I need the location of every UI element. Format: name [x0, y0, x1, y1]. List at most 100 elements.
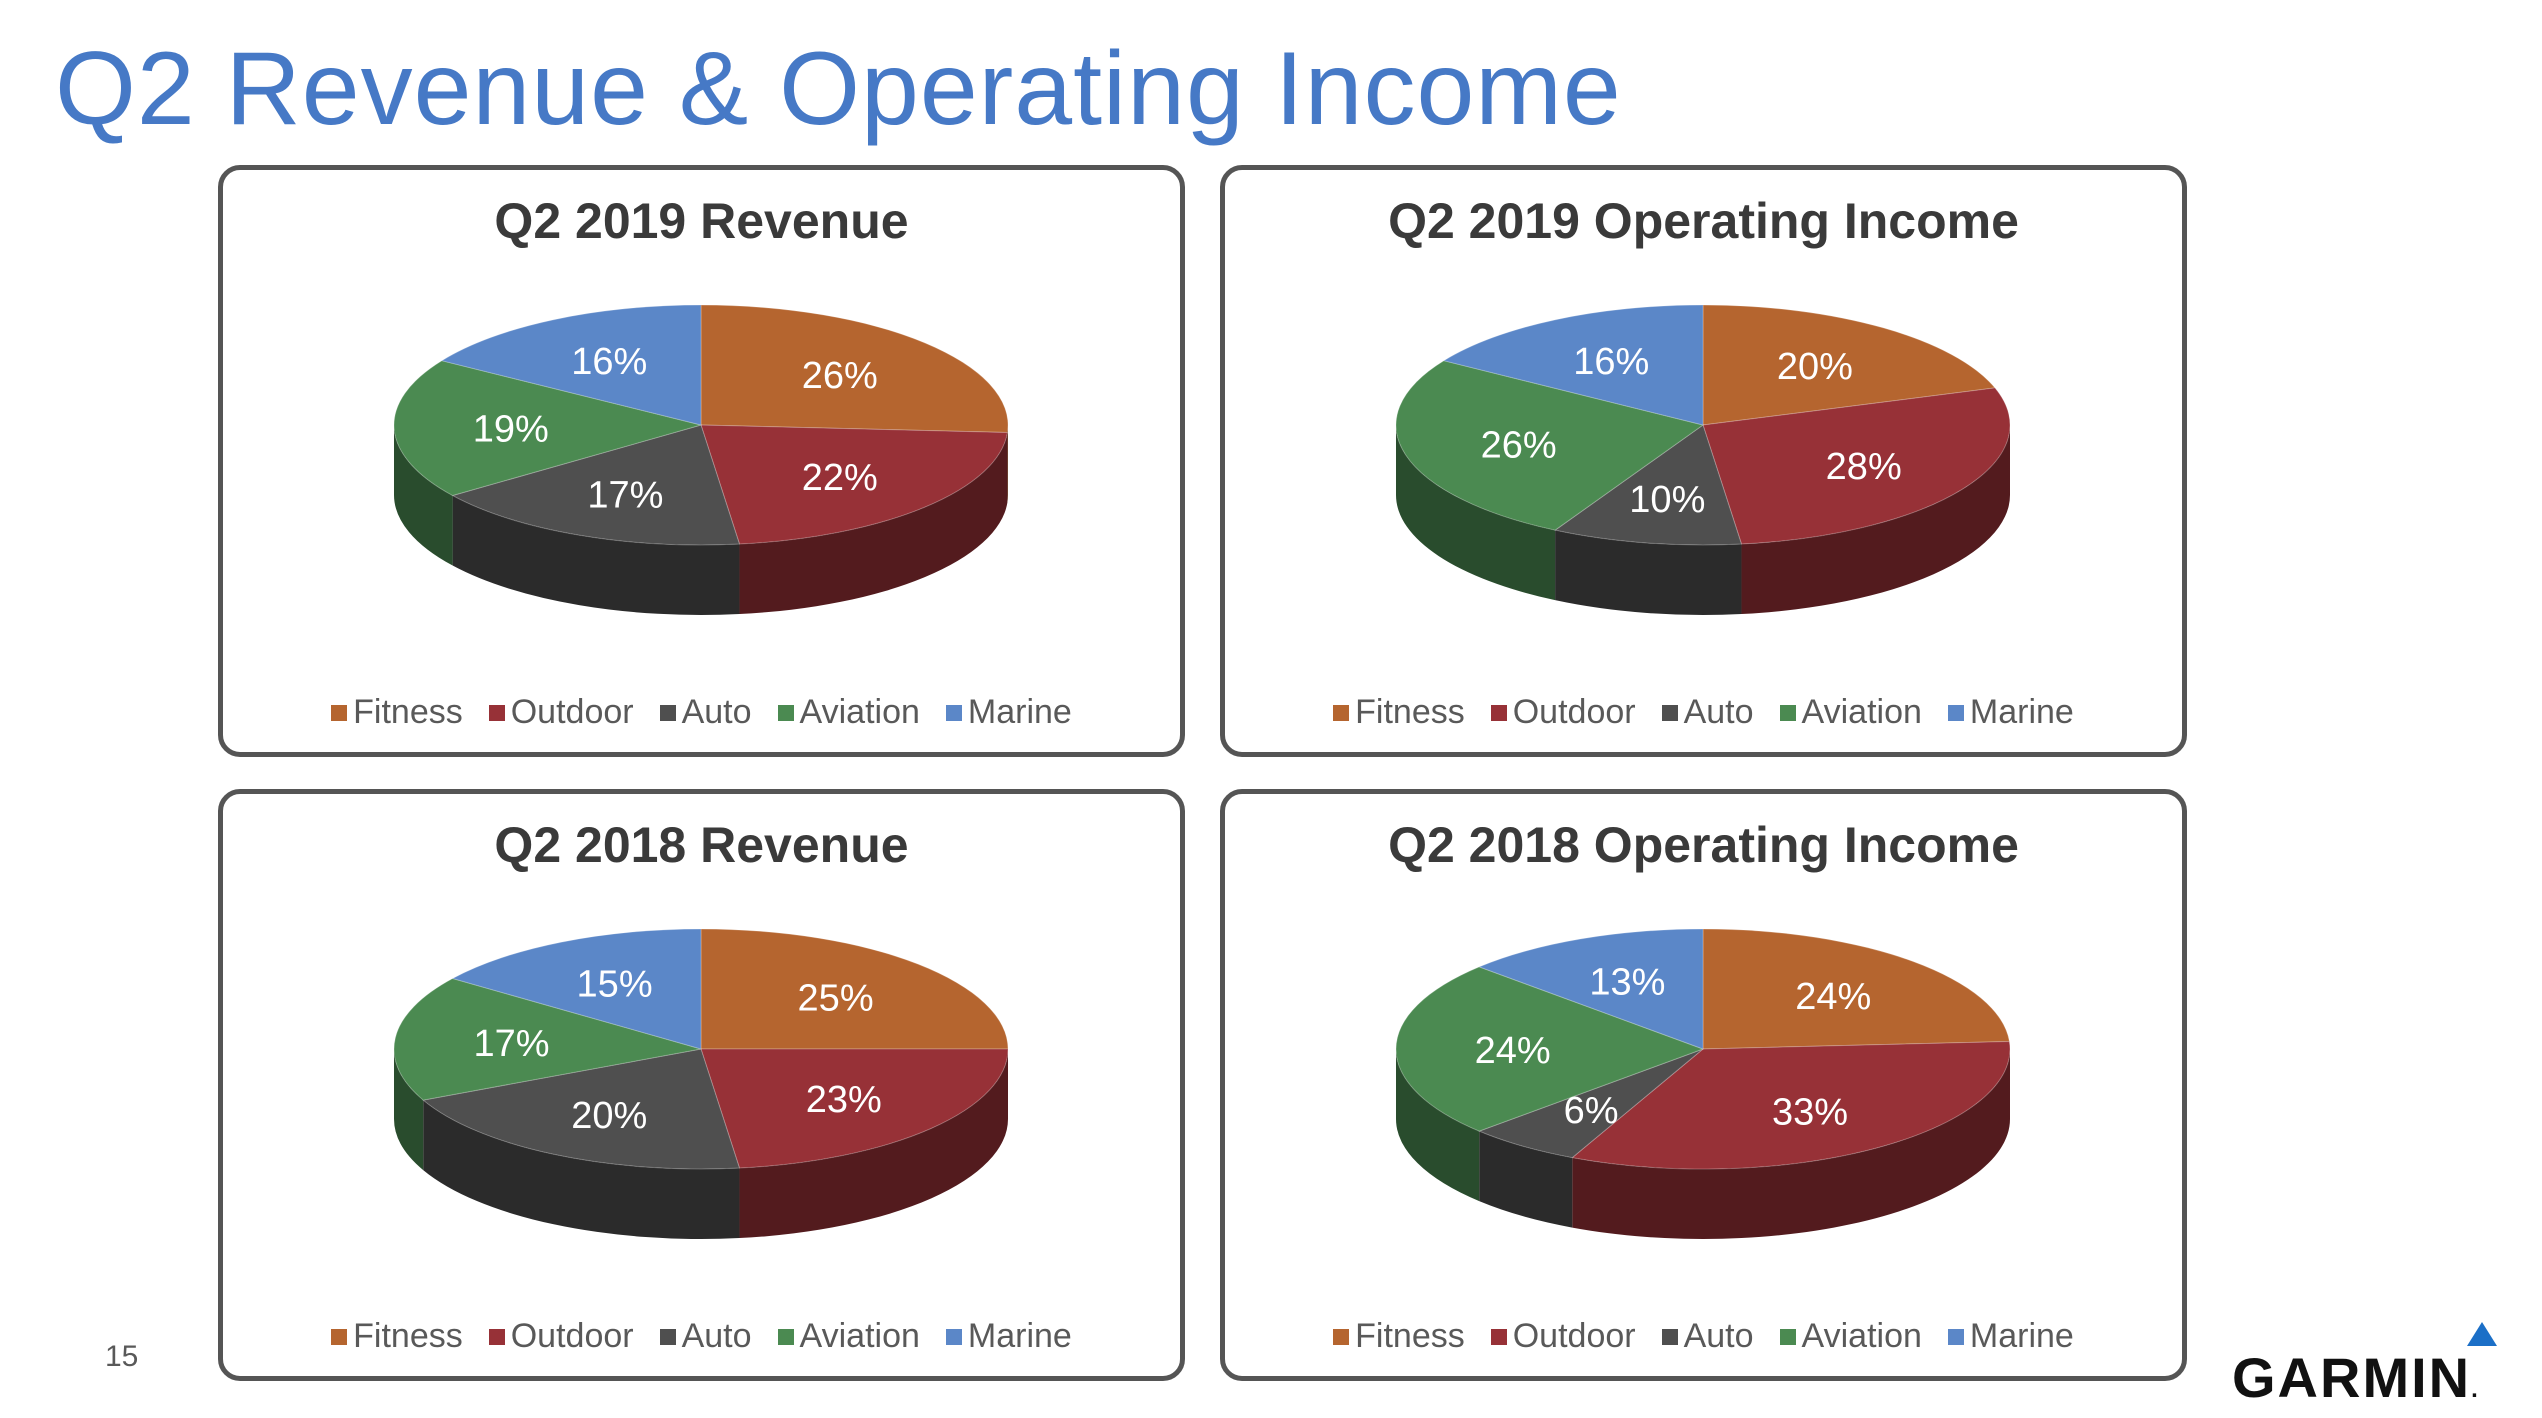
pie-side-aviation [394, 425, 453, 566]
logo-triangle-icon [2467, 1322, 2497, 1346]
legend-label: Aviation [1801, 1317, 1922, 1355]
pie-data-label: 25% [798, 977, 874, 1019]
legend-item-auto: Auto [1661, 693, 1754, 732]
legend-swatch [1490, 1328, 1507, 1345]
pie-top [393, 304, 1009, 546]
legend-item-marine: Marine [945, 693, 1072, 732]
legend-swatch [659, 704, 676, 721]
chart-panel-rev-2018: Q2 2018 Revenue 25% 23% 20% 17% 15% Fitness … [218, 789, 1185, 1381]
pie-data-label: 13% [1589, 962, 1665, 1004]
pie-side-fitness [1007, 425, 1008, 503]
pie-top [1395, 928, 2011, 1170]
legend-swatch [1779, 704, 1796, 721]
pie-slice-aviation [1395, 966, 1705, 1132]
pie-data-label: 26% [802, 355, 878, 397]
pie-side-walls [394, 425, 1008, 615]
legend-item-auto: Auto [1661, 1317, 1754, 1356]
pie-data-label: 28% [1826, 446, 1902, 488]
pie-chart: 24% 33% 6% 24% 13% [1395, 928, 2011, 1239]
legend-label: Marine [967, 1317, 1072, 1355]
legend-swatch [1947, 704, 1964, 721]
pie-slice-aviation [393, 360, 703, 497]
pie-slice-aviation [393, 977, 702, 1101]
pie-side-aviation [1396, 425, 1556, 601]
pie-slice-outdoor [700, 1048, 1009, 1169]
pie-slice-marine [1442, 304, 1704, 426]
chart-legend: Fitness Outdoor Auto Aviation Marine [1225, 1317, 2182, 1356]
pie-labels: 20% 28% 10% 26% 16% [1481, 341, 1902, 521]
legend-swatch [331, 1328, 348, 1345]
legend-item-aviation: Aviation [1779, 1317, 1922, 1356]
pie-data-label: 24% [1475, 1030, 1551, 1072]
pie-chart: 20% 28% 10% 26% 16% [1395, 304, 2011, 615]
legend-item-auto: Auto [659, 1317, 752, 1356]
pie-data-label: 22% [802, 457, 878, 499]
legend-item-outdoor: Outdoor [488, 1317, 634, 1356]
legend-swatch [1490, 704, 1507, 721]
pie-data-label: 19% [473, 408, 549, 450]
pie-top [393, 928, 1009, 1170]
legend-label: Outdoor [1512, 693, 1636, 731]
logo-wordmark: GARMIN [2232, 1346, 2472, 1409]
pie-data-label: 15% [577, 964, 653, 1006]
chart-title: Q2 2019 Revenue [494, 193, 909, 249]
pie-data-label: 26% [1481, 425, 1557, 467]
pie-data-label: 16% [1573, 341, 1649, 383]
pie-side-auto [423, 1100, 740, 1239]
pie-slice-marine [440, 304, 702, 426]
chart-legend: Fitness Outdoor Auto Aviation Marine [1225, 693, 2182, 732]
pie-side-outdoor [739, 432, 1008, 615]
pie-slice-fitness [1702, 928, 2010, 1050]
pie-side-walls [1396, 425, 2010, 615]
legend-label: Marine [1969, 1317, 2074, 1355]
pie-top [1395, 304, 2011, 546]
chart-panel-oi-2019: Q2 2019 Operating Income 20% 28% 10% 26% 16%… [1220, 165, 2187, 757]
pie-data-label: 6% [1564, 1090, 1619, 1132]
legend-swatch [488, 704, 505, 721]
pie-side-outdoor [1572, 1049, 2010, 1239]
legend-label: Marine [1969, 693, 2074, 731]
legend-label: Outdoor [510, 693, 634, 731]
pie-slice-fitness [700, 304, 1009, 434]
legend-item-marine: Marine [1947, 693, 2074, 732]
legend-label: Auto [1683, 1317, 1754, 1355]
legend-label: Fitness [353, 693, 463, 731]
pie-side-auto [1555, 530, 1742, 615]
legend-item-aviation: Aviation [1779, 693, 1922, 732]
logo-text: GARMIN. [2232, 1345, 2480, 1410]
slide-title: Q2 Revenue & Operating Income [55, 31, 1622, 147]
legend-item-aviation: Aviation [777, 1317, 920, 1356]
legend-label: Auto [681, 1317, 752, 1355]
legend-swatch [945, 1328, 962, 1345]
pie-slice-auto [1553, 424, 1743, 546]
pie-data-label: 16% [571, 341, 647, 383]
legend-item-outdoor: Outdoor [1490, 693, 1636, 732]
pie-slice-auto [1477, 1048, 1704, 1159]
pie-side-outdoor [739, 1049, 1008, 1239]
pie-chart: 26% 22% 17% 19% 16% [393, 304, 1009, 615]
pie-slice-fitness [700, 928, 1009, 1050]
legend-label: Auto [681, 693, 752, 731]
legend-swatch [1661, 1328, 1678, 1345]
pie-slice-auto [422, 1048, 741, 1170]
pie-data-label: 10% [1629, 479, 1705, 521]
legend-item-aviation: Aviation [777, 693, 920, 732]
legend-label: Fitness [1355, 693, 1465, 731]
legend-swatch [488, 1328, 505, 1345]
chart-title: Q2 2018 Operating Income [1388, 817, 2019, 873]
legend-swatch [1333, 704, 1350, 721]
legend-label: Auto [1683, 693, 1754, 731]
legend-swatch [331, 704, 348, 721]
pie-side-outdoor [1741, 425, 2010, 615]
legend-swatch [945, 704, 962, 721]
chart-legend: Fitness Outdoor Auto Aviation Marine [223, 1317, 1180, 1356]
pie-side-walls [394, 1049, 1008, 1239]
legend-label: Fitness [353, 1317, 463, 1355]
legend-swatch [777, 704, 794, 721]
pie-slice-fitness [1702, 304, 1996, 426]
legend-label: Aviation [799, 1317, 920, 1355]
pie-side-auto [1479, 1131, 1573, 1228]
legend-item-outdoor: Outdoor [1490, 1317, 1636, 1356]
pie-slice-auto [451, 424, 741, 546]
pie-data-label: 33% [1772, 1092, 1848, 1134]
